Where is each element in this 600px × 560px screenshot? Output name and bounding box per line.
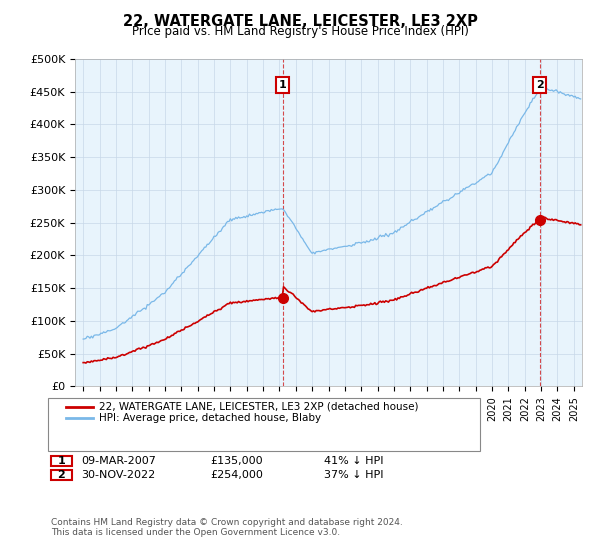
Text: 37% ↓ HPI: 37% ↓ HPI — [324, 470, 383, 480]
Text: 2: 2 — [58, 470, 65, 480]
Text: 41% ↓ HPI: 41% ↓ HPI — [324, 456, 383, 466]
Text: 1: 1 — [278, 80, 286, 90]
Text: 09-MAR-2007: 09-MAR-2007 — [81, 456, 156, 466]
Text: £254,000: £254,000 — [210, 470, 263, 480]
Text: 22, WATERGATE LANE, LEICESTER, LE3 2XP: 22, WATERGATE LANE, LEICESTER, LE3 2XP — [122, 14, 478, 29]
Text: Price paid vs. HM Land Registry's House Price Index (HPI): Price paid vs. HM Land Registry's House … — [131, 25, 469, 38]
Text: HPI: Average price, detached house, Blaby: HPI: Average price, detached house, Blab… — [99, 413, 321, 423]
Text: 1: 1 — [58, 456, 65, 466]
Text: Contains HM Land Registry data © Crown copyright and database right 2024.
This d: Contains HM Land Registry data © Crown c… — [51, 518, 403, 538]
Text: 30-NOV-2022: 30-NOV-2022 — [81, 470, 155, 480]
Text: 22, WATERGATE LANE, LEICESTER, LE3 2XP (detached house): 22, WATERGATE LANE, LEICESTER, LE3 2XP (… — [99, 402, 419, 412]
Text: 2: 2 — [536, 80, 544, 90]
Text: £135,000: £135,000 — [210, 456, 263, 466]
